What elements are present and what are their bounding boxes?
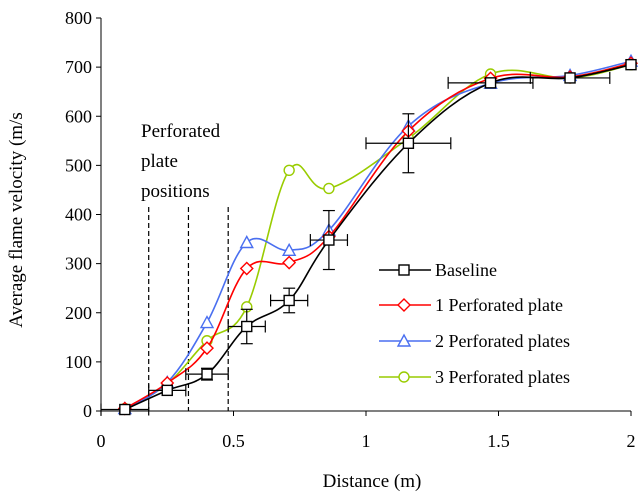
legend-label: Baseline [435, 260, 497, 280]
data-point [241, 320, 253, 333]
y-tick-label: 100 [65, 352, 92, 372]
y-tick-label: 600 [65, 106, 92, 126]
annotation-text-line: plate [141, 151, 178, 172]
y-tick-label: 800 [65, 8, 92, 28]
y-tick-label: 500 [65, 155, 92, 175]
y-axis: 0 100 200 300 400 500 600 700 800 [65, 8, 101, 421]
data-point [200, 341, 214, 356]
y-tick-label: 300 [65, 254, 92, 274]
y-tick-label: 700 [65, 57, 92, 77]
data-point [398, 371, 410, 383]
annotation-text-line: positions [141, 181, 210, 202]
x-tick-label: 1.5 [487, 431, 510, 451]
x-tick-label: 2 [627, 431, 636, 451]
legend-label: 2 Perforated plates [435, 331, 570, 351]
data-point [201, 368, 213, 380]
y-tick-label: 200 [65, 303, 92, 323]
data-point [119, 403, 131, 416]
legend-label: 3 Perforated plates [435, 367, 570, 387]
legend-label: 1 Perforated plate [435, 295, 563, 315]
legend-item-3: 2 Perforated plates [379, 331, 570, 351]
y-tick-label: 0 [83, 401, 92, 421]
plate-position-lines [148, 207, 229, 411]
legend-item-4: 3 Perforated plates [379, 367, 570, 387]
legend-item-1: Baseline [379, 260, 497, 280]
series-3 [117, 53, 639, 415]
plate-positions-annotation: Perforated plate positions [141, 121, 221, 202]
series-line [124, 63, 632, 411]
x-axis: 0 0.5 1 1.5 2 [97, 411, 636, 451]
data-point [396, 333, 412, 347]
data-point [161, 384, 173, 397]
series-2 [117, 56, 638, 416]
legend: Baseline 1 Perforated plate 2 Perforated p… [379, 260, 570, 387]
data-point [625, 58, 637, 71]
data-point [402, 137, 415, 149]
data-point [239, 261, 254, 276]
data-point [397, 298, 411, 312]
data-point [323, 234, 335, 246]
series-line [124, 63, 632, 410]
data-point [281, 242, 297, 257]
series-line [124, 62, 632, 410]
x-tick-label: 1 [362, 431, 371, 451]
data-point [282, 255, 297, 270]
y-axis-title: Average flame velocity (m/s [6, 112, 27, 327]
data-point [398, 264, 410, 276]
x-axis-title: Distance (m) [323, 471, 422, 492]
data-point [239, 235, 254, 249]
series-1 [100, 58, 637, 416]
x-tick-label: 0 [97, 431, 106, 451]
x-tick-label: 0.5 [222, 431, 245, 451]
data-point [199, 315, 215, 329]
data-point [564, 72, 576, 84]
data-point [484, 77, 497, 89]
legend-item-2: 1 Perforated plate [379, 295, 563, 315]
series-layer [100, 53, 639, 416]
annotation-text-line: Perforated [141, 121, 221, 142]
y-tick-label: 400 [65, 205, 92, 225]
data-point [283, 164, 295, 176]
data-point [323, 182, 335, 195]
data-point [283, 294, 295, 307]
